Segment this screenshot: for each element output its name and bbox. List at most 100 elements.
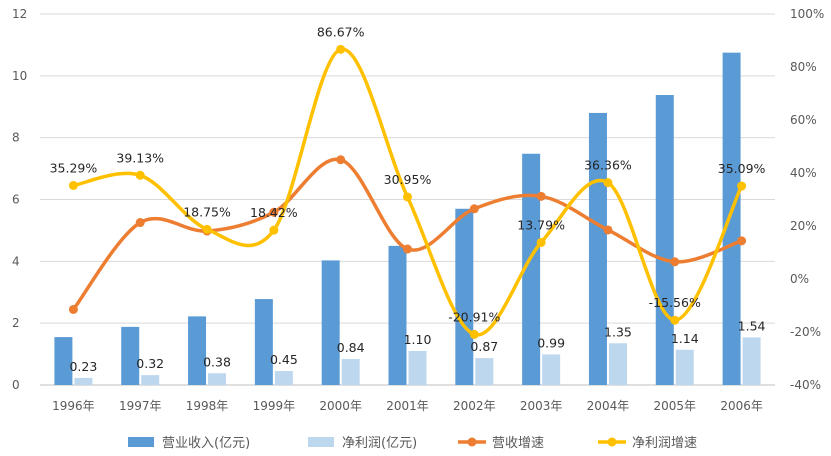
- revenue-growth-marker: [603, 225, 613, 235]
- net-profit-growth-marker: [469, 329, 479, 339]
- net-profit-data-label: 1.10: [404, 332, 432, 347]
- legend-item: 营收增速: [458, 436, 544, 451]
- y-left-tick-label: 0: [12, 378, 20, 392]
- net-profit-data-label: 1.14: [671, 331, 699, 346]
- net-profit-growth-data-label: 30.95%: [384, 172, 432, 187]
- net-profit-growth-data-label: 36.36%: [584, 158, 632, 173]
- y-right-tick-label: 40%: [790, 166, 817, 180]
- net-profit-bar: [675, 349, 694, 385]
- x-tick-label: 2001年: [386, 399, 429, 413]
- net-profit-growth-data-label: 18.75%: [183, 204, 231, 219]
- legend-marker: [467, 437, 477, 447]
- net-profit-bar: [608, 343, 627, 385]
- net-profit-growth-marker: [269, 225, 279, 235]
- revenue-growth-marker: [135, 218, 145, 228]
- net-profit-growth-marker: [135, 170, 145, 180]
- y-left-tick-label: 12: [12, 7, 27, 21]
- x-tick-label: 1996年: [52, 399, 95, 413]
- revenue-growth-marker: [68, 304, 78, 314]
- net-profit-data-label: 0.87: [470, 339, 498, 354]
- net-profit-bar: [408, 350, 427, 385]
- net-profit-data-label: 1.35: [604, 324, 632, 339]
- net-profit-bar: [742, 337, 761, 385]
- net-profit-growth-data-label: 18.42%: [250, 205, 298, 220]
- net-profit-growth-marker: [202, 224, 212, 234]
- net-profit-data-label: 0.84: [337, 340, 365, 355]
- revenue-growth-marker: [536, 191, 546, 201]
- revenue-growth-marker: [737, 236, 747, 246]
- legend-marker: [607, 437, 617, 447]
- net-profit-growth-marker: [670, 315, 680, 325]
- y-left-tick-label: 4: [12, 254, 20, 268]
- net-profit-growth-data-label: 35.09%: [718, 161, 766, 176]
- legend: 营业收入(亿元) 净利润(亿元) 营收增速 净利润增速: [128, 436, 697, 451]
- y-left-tick-label: 6: [12, 193, 20, 207]
- y-right-tick-label: -40%: [790, 378, 821, 392]
- revenue-growth-marker: [670, 257, 680, 267]
- revenue-growth-marker: [269, 207, 279, 217]
- net-profit-data-label: 0.38: [203, 354, 231, 369]
- legend-item: 净利润(亿元): [308, 436, 417, 451]
- net-profit-data-label: 0.23: [69, 359, 97, 374]
- revenue-bar: [388, 245, 407, 385]
- revenue-bar: [121, 326, 140, 385]
- net-profit-growth-data-label: -20.91%: [448, 309, 500, 324]
- revenue-growth-marker: [336, 155, 346, 165]
- net-profit-bar: [208, 373, 227, 385]
- revenue-bar: [522, 153, 541, 385]
- y-right-tick-label: 100%: [790, 7, 824, 21]
- net-profit-growth-data-label: 35.29%: [50, 160, 98, 175]
- y-left-tick-label: 2: [12, 316, 20, 330]
- x-tick-label: 2005年: [653, 399, 696, 413]
- revenue-bar: [455, 208, 474, 385]
- net-profit-growth-data-label: 86.67%: [317, 24, 365, 39]
- net-profit-growth-line: [73, 47, 744, 337]
- x-tick-label: 2000年: [319, 399, 362, 413]
- revenue-bar: [722, 52, 741, 385]
- y-right-tick-label: 20%: [790, 219, 817, 233]
- revenue-bar: [588, 112, 607, 385]
- y-right-tick-label: 60%: [790, 113, 817, 127]
- legend-item: 营业收入(亿元): [128, 436, 250, 451]
- legend-label: 净利润增速: [632, 436, 697, 451]
- net-profit-bar: [475, 358, 494, 385]
- revenue-growth-line: [72, 157, 743, 311]
- net-profit-growth-marker: [603, 178, 613, 188]
- y-right-tick-label: 0%: [790, 272, 809, 286]
- x-tick-label: 1998年: [186, 399, 229, 413]
- revenue-bar: [54, 337, 73, 385]
- net-profit-growth-data-label: -15.56%: [649, 295, 701, 310]
- revenue-growth-marker: [403, 244, 412, 254]
- legend-label: 营业收入(亿元): [162, 436, 250, 451]
- x-tick-label: 2002年: [453, 399, 496, 413]
- net-profit-growth-marker: [336, 44, 346, 54]
- revenue-growth-marker: [469, 204, 479, 214]
- y-right-tick-label: 80%: [790, 60, 817, 74]
- net-profit-data-label: 1.54: [738, 318, 766, 333]
- y-left-tick-label: 10: [12, 69, 27, 83]
- legend-label: 营收增速: [492, 436, 544, 451]
- x-tick-label: 2003年: [520, 399, 563, 413]
- net-profit-bar: [542, 354, 561, 385]
- legend-label: 净利润(亿元): [342, 436, 417, 451]
- x-tick-label: 2006年: [720, 399, 763, 413]
- net-profit-bar: [74, 377, 93, 385]
- net-profit-bar: [341, 359, 360, 385]
- legend-swatch: [308, 437, 334, 447]
- net-profit-growth-marker: [403, 192, 412, 202]
- net-profit-growth-marker: [68, 180, 78, 190]
- net-profit-growth-marker: [737, 181, 747, 191]
- net-profit-data-label: 0.32: [136, 356, 164, 371]
- net-profit-growth-data-label: 13.79%: [517, 217, 565, 232]
- x-tick-label: 2004年: [587, 399, 630, 413]
- net-profit-data-label: 0.99: [537, 335, 565, 350]
- legend-swatch: [128, 437, 154, 447]
- net-profit-data-label: 0.45: [270, 352, 298, 367]
- revenue-bar: [321, 260, 340, 385]
- revenue-bar: [254, 299, 273, 385]
- y-right-tick-label: -20%: [790, 325, 821, 339]
- legend-item: 净利润增速: [598, 436, 697, 451]
- net-profit-bar: [274, 371, 293, 385]
- revenue-bar: [188, 316, 207, 385]
